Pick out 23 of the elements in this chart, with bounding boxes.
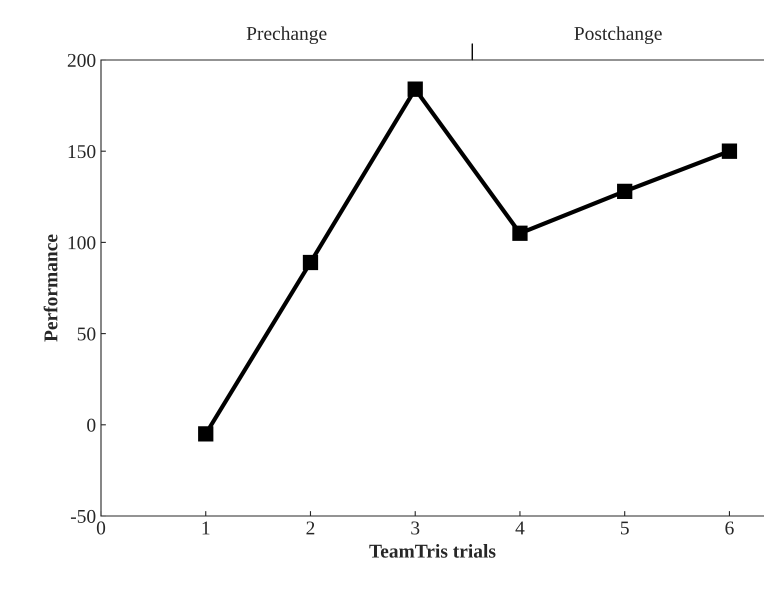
point (198, 426, 214, 442)
x-tick-label: 1 (202, 522, 210, 534)
y-tick-label: -50 (70, 510, 96, 523)
x-axis-title: TeamTris trials (369, 544, 496, 558)
text: Prechange (246, 26, 326, 44)
point (512, 226, 528, 241)
point (722, 144, 738, 159)
x-tick-label: 3 (411, 521, 420, 535)
y-tick-label: 200 (68, 54, 96, 67)
y-tick-label: 100 (68, 236, 96, 250)
y-tick-label: 150 (68, 145, 96, 158)
point (302, 254, 318, 270)
y-axis-title: Performance (44, 234, 58, 342)
point (617, 184, 632, 199)
x-tick-label: 5 (620, 522, 629, 535)
x-tick-label: 6 (725, 521, 734, 535)
y-tick-label: 50 (78, 327, 96, 341)
text: Postchange (574, 26, 662, 44)
y-tick-label: 0 (87, 418, 96, 432)
point (408, 82, 423, 97)
x-tick-label: 4 (515, 522, 525, 534)
x-tick-label: 0 (96, 521, 106, 535)
x-tick-label: 2 (306, 521, 314, 534)
